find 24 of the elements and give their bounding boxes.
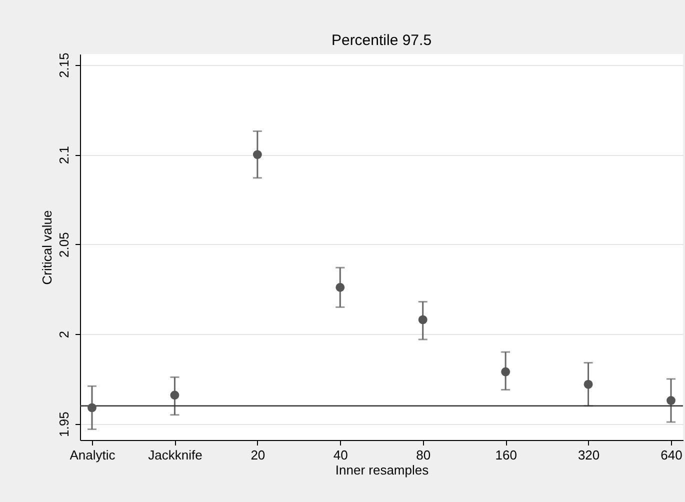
x-tick-label: Jackknife (148, 448, 202, 462)
y-tick-label: 2.1 (56, 146, 72, 164)
x-tick-label: 40 (333, 448, 348, 462)
chart-title: Percentile 97.5 (331, 32, 432, 50)
x-tick-label: 640 (660, 448, 682, 462)
point (501, 367, 510, 376)
x-tick-label: 20 (250, 448, 266, 462)
point (88, 403, 96, 412)
x-tick-label: 160 (495, 448, 517, 462)
point (584, 380, 593, 389)
point (252, 150, 262, 160)
point (170, 390, 180, 400)
point (336, 282, 345, 292)
y-tick-label: 2 (56, 330, 72, 338)
y-tick-label: 2.15 (56, 52, 72, 78)
y-axis-title: Critical value (40, 210, 54, 285)
point (666, 396, 676, 405)
x-tick-label: 80 (416, 448, 431, 462)
x-axis-title: Inner resamples (335, 462, 430, 478)
y-tick-label: 2.05 (56, 232, 72, 258)
x-tick-label: Analytic (70, 448, 116, 462)
point (418, 315, 428, 324)
x-tick-label: 320 (578, 448, 600, 462)
y-tick-label: 1.95 (56, 412, 72, 437)
